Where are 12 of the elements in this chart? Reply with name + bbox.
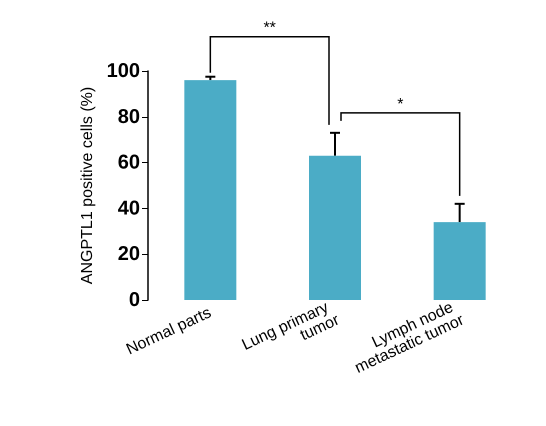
bar — [434, 222, 486, 300]
text: ** — [263, 20, 276, 37]
y-tick-label: 80 — [118, 106, 140, 128]
y-tick-label: 0 — [128, 289, 140, 311]
y-tick-label: 60 — [118, 152, 140, 174]
bar — [309, 156, 361, 300]
y-tick-label: 40 — [118, 197, 140, 220]
y-axis-title: ANGPTL1 positive cells (%) — [79, 86, 96, 284]
bar — [184, 80, 236, 300]
y-tick-label: 20 — [118, 243, 140, 266]
annotation: * — [397, 96, 404, 113]
y-tick-label: 100 — [106, 60, 140, 82]
